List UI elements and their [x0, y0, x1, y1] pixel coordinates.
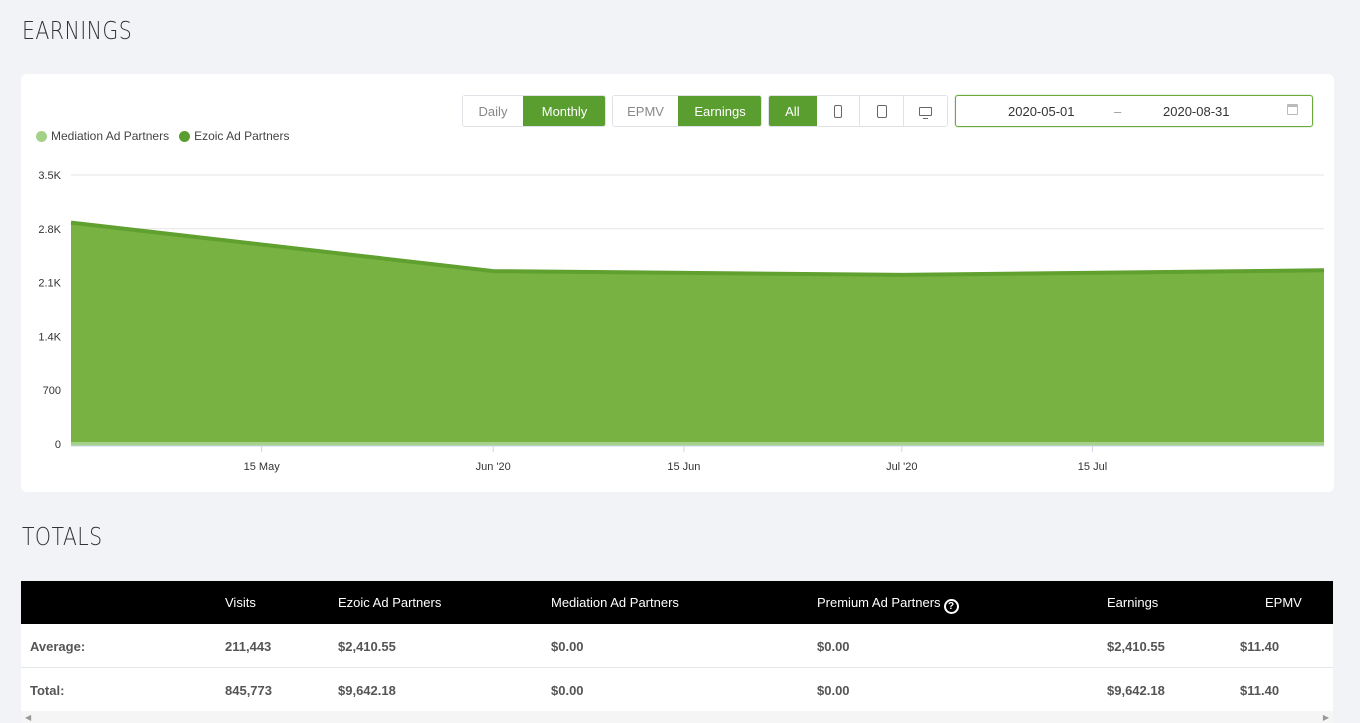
header-earnings: Earnings — [1107, 595, 1159, 610]
date-separator: – — [1114, 104, 1122, 119]
desktop-icon — [919, 106, 933, 119]
header-epmv: EPMV — [1265, 595, 1302, 610]
totals-title: TOTALS — [22, 522, 103, 551]
header-premium-ad-partners: Premium Ad Partners? — [817, 595, 959, 614]
ezoic-line — [70, 220, 1325, 277]
help-icon[interactable]: ? — [943, 599, 959, 614]
y-tick-label: 2.8K — [38, 224, 61, 236]
y-tick-label: 1.4K — [38, 331, 61, 343]
cell-ezoic: $2,410.55 — [338, 639, 396, 654]
legend-swatch-mediation — [36, 130, 47, 142]
epmv-button[interactable]: EPMV — [613, 96, 679, 126]
x-tick-label: 15 Jul — [1078, 461, 1107, 473]
period-toggle: Daily Monthly — [462, 95, 606, 127]
y-tick-label: 2.1K — [38, 278, 61, 290]
tablet-button[interactable] — [859, 96, 904, 126]
chart-legend: Mediation Ad Partners Ezoic Ad Partners — [36, 129, 289, 143]
row-label: Total: — [30, 683, 65, 698]
phone-button[interactable] — [815, 96, 860, 126]
legend-item-mediation[interactable]: Mediation Ad Partners — [36, 129, 169, 143]
totals-table: Visits Ezoic Ad Partners Mediation Ad Pa… — [21, 581, 1333, 712]
cell-mediation: $0.00 — [551, 639, 584, 654]
daily-button[interactable]: Daily — [463, 96, 523, 126]
ezoic-area — [71, 222, 1324, 444]
earnings-area-chart: 0 700 1.4K 2.1K 2.8K 3.5K 15 May Jun '20 15 Jun J… — [38, 170, 1325, 473]
legend-label-mediation: Mediation Ad Partners — [51, 129, 170, 143]
y-tick-label: 0 — [55, 439, 61, 451]
header-mediation-ad-partners: Mediation Ad Partners — [551, 595, 679, 610]
table-header-row: Visits Ezoic Ad Partners Mediation Ad Pa… — [21, 581, 1333, 624]
cell-visits: 845,773 — [225, 683, 272, 698]
x-tick-label: Jul '20 — [886, 461, 917, 473]
scroll-right-icon[interactable]: ▶ — [1322, 713, 1329, 722]
date-start: 2020-05-01 — [1008, 104, 1075, 119]
header-premium-label: Premium Ad Partners — [817, 595, 941, 610]
row-label: Average: — [30, 639, 86, 654]
phone-icon — [834, 104, 843, 118]
cell-visits: 211,443 — [225, 639, 272, 654]
cell-ezoic: $9,642.18 — [338, 683, 396, 698]
monthly-button[interactable]: Monthly — [523, 96, 605, 126]
legend-item-ezoic[interactable]: Ezoic Ad Partners — [179, 129, 289, 143]
date-end: 2020-08-31 — [1163, 104, 1230, 119]
x-tick-label: Jun '20 — [476, 461, 511, 473]
cell-mediation: $0.00 — [551, 683, 584, 698]
cell-premium: $0.00 — [817, 683, 850, 698]
cell-earnings: $2,410.55 — [1107, 639, 1165, 654]
earnings-title: EARNINGS — [22, 16, 133, 45]
legend-swatch-ezoic — [179, 130, 191, 142]
table-row: Total: 845,773 $9,642.18 $0.00 $0.00 $9,… — [21, 668, 1333, 712]
desktop-button[interactable] — [903, 96, 947, 126]
y-tick-label: 700 — [43, 385, 61, 397]
header-ezoic-ad-partners: Ezoic Ad Partners — [338, 595, 442, 610]
header-visits: Visits — [225, 595, 256, 610]
calendar-icon — [1287, 104, 1298, 115]
cell-epmv: $11.40 — [1240, 639, 1280, 654]
device-toggle: All — [768, 95, 948, 127]
x-tick-label: 15 Jun — [667, 461, 700, 473]
date-range-picker[interactable]: 2020-05-01 – 2020-08-31 — [955, 95, 1313, 127]
earnings-chart-card: Daily Monthly EPMV Earnings All 2020-05-… — [21, 74, 1334, 492]
cell-earnings: $9,642.18 — [1107, 683, 1165, 698]
scroll-left-icon[interactable]: ◀ — [25, 713, 32, 722]
cell-epmv: $11.40 — [1240, 683, 1280, 698]
earnings-button[interactable]: Earnings — [678, 96, 761, 126]
all-devices-button[interactable]: All — [769, 96, 816, 126]
x-tick-label: 15 May — [244, 461, 281, 473]
y-tick-label: 3.5K — [38, 170, 61, 182]
cell-premium: $0.00 — [817, 639, 850, 654]
legend-label-ezoic: Ezoic Ad Partners — [194, 129, 290, 143]
table-row: Average: 211,443 $2,410.55 $0.00 $0.00 $… — [21, 624, 1333, 668]
tablet-icon — [876, 104, 887, 118]
horizontal-scrollbar[interactable]: ◀ ▶ — [21, 711, 1333, 723]
metric-toggle: EPMV Earnings — [612, 95, 762, 127]
